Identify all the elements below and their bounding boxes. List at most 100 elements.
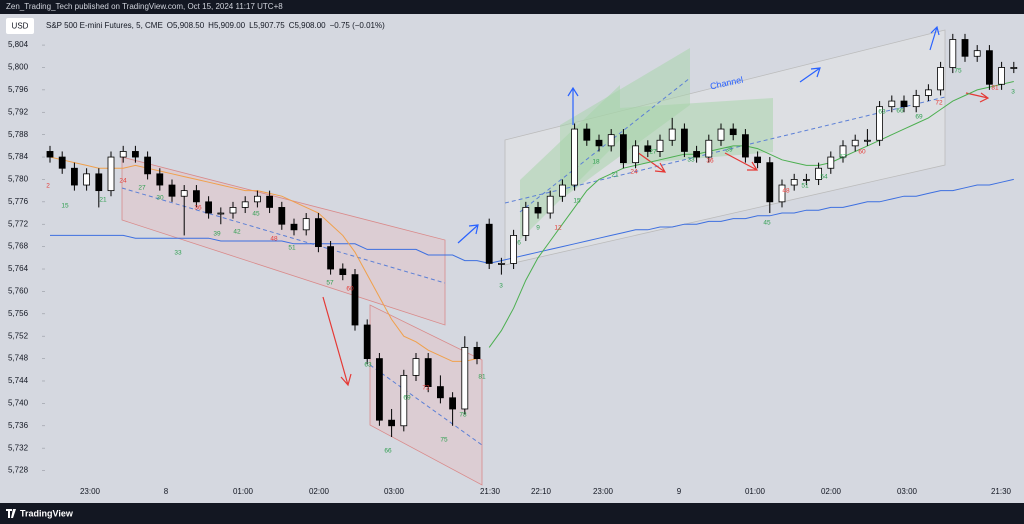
- candle-body: [827, 156, 835, 169]
- candle-body: [339, 268, 347, 276]
- candle-body: [412, 358, 420, 376]
- candle-body: [205, 201, 213, 214]
- candle-body: [876, 106, 883, 141]
- y-tick-label: 5,740: [8, 398, 29, 407]
- y-tick-label: 5,780: [8, 175, 29, 184]
- tradingview-logo: [6, 509, 16, 518]
- bar-count: 81: [478, 374, 486, 381]
- candle-body: [571, 128, 578, 186]
- candle-body: [327, 246, 335, 270]
- candle-body: [986, 50, 993, 85]
- publish-header: Zen_Trading_Tech published on TradingVie…: [6, 2, 283, 11]
- moving-average: [49, 156, 478, 362]
- arrow: [322, 296, 352, 387]
- currency: USD: [12, 22, 29, 31]
- bar-count: 12: [554, 225, 562, 232]
- candle-body: [375, 358, 383, 421]
- candle-body: [400, 374, 408, 427]
- bar-count: 57: [839, 154, 847, 161]
- bar-count: 63: [364, 362, 372, 369]
- arrow: [567, 86, 579, 125]
- x-tick-label: 21:30: [991, 487, 1012, 496]
- candle-body: [925, 89, 932, 96]
- candle-body: [290, 223, 298, 231]
- bar-count: 36: [706, 158, 714, 165]
- candle-body: [607, 134, 615, 147]
- bar-count: 15: [573, 198, 581, 205]
- bar-count: 72: [422, 385, 430, 392]
- channel-midline: [504, 96, 946, 204]
- instrument: S&P 500 E-mini Futures, 5, CME: [46, 21, 163, 30]
- x-tick-label: 9: [677, 487, 682, 496]
- bar-count: 27: [138, 185, 146, 192]
- candle-body: [302, 218, 310, 231]
- bar-count: 69: [915, 114, 923, 121]
- candle-body: [546, 195, 554, 214]
- candle-body: [656, 139, 664, 152]
- candle-body: [705, 139, 713, 158]
- bar-count: 33: [174, 250, 182, 257]
- y-tick-label: 5,768: [8, 242, 29, 251]
- candle-body: [253, 195, 261, 203]
- candle-body: [803, 179, 810, 181]
- candle-body: [559, 184, 566, 197]
- bar-count: 9: [536, 225, 540, 232]
- moving-average: [50, 178, 1014, 264]
- bar-count: 63: [878, 109, 886, 116]
- bar-count: 24: [630, 169, 638, 176]
- bar-count: 45: [763, 220, 771, 227]
- candle-body: [766, 162, 774, 203]
- candle-body: [266, 195, 274, 208]
- bar-count: 66: [896, 108, 904, 115]
- candle-body: [583, 128, 591, 141]
- x-tick-label: 02:00: [821, 487, 842, 496]
- bar-count: 3: [1011, 89, 1015, 96]
- candle-body: [961, 39, 969, 57]
- candle-body: [754, 156, 761, 164]
- candle-body: [363, 324, 371, 359]
- bar-count: 60: [346, 286, 354, 293]
- candle-body: [436, 386, 444, 399]
- y-tick-label: 5,744: [8, 376, 29, 385]
- bar-count: 6: [517, 240, 521, 247]
- y-tick-label: 5,776: [8, 197, 29, 206]
- bar-count: 75: [954, 68, 962, 75]
- candle-body: [937, 67, 944, 91]
- quote-field: H5,909.00: [208, 21, 245, 30]
- y-tick-label: 5,792: [8, 107, 29, 116]
- bar-count: 48: [270, 236, 278, 243]
- candle-body: [351, 274, 359, 326]
- bar-count: 15: [61, 203, 69, 210]
- candle-body: [693, 151, 700, 158]
- y-tick-label: 5,756: [8, 309, 29, 318]
- quote-field: L5,907.75: [249, 21, 285, 30]
- candle-body: [461, 346, 469, 410]
- candle-body: [119, 151, 127, 158]
- bar-count: 18: [592, 159, 600, 166]
- bar-count: 27: [649, 149, 657, 156]
- candle-body: [742, 134, 749, 158]
- candle-body: [864, 139, 871, 142]
- candle-body: [168, 184, 176, 197]
- candle-body: [95, 173, 103, 192]
- candle-body: [485, 223, 493, 264]
- y-tick-label: 5,772: [8, 219, 29, 228]
- x-tick-label: 21:30: [480, 487, 501, 496]
- quote-field: O5,908.50: [167, 21, 205, 30]
- y-tick-label: 5,736: [8, 421, 29, 430]
- bar-count: 45: [252, 211, 260, 218]
- candle-body: [620, 134, 627, 164]
- x-tick-label: 22:10: [531, 487, 552, 496]
- candle-body: [912, 95, 920, 108]
- down-channel: [369, 304, 483, 486]
- quote-field: −0.75 (−0.01%): [330, 21, 385, 30]
- y-tick-label: 5,732: [8, 443, 29, 452]
- x-tick-label: 01:00: [745, 487, 766, 496]
- x-tick-label: 01:00: [233, 487, 254, 496]
- bar-count: 21: [611, 172, 619, 179]
- currency-badge: [6, 18, 34, 34]
- bar-count: 66: [384, 448, 392, 455]
- candle-body: [217, 212, 225, 215]
